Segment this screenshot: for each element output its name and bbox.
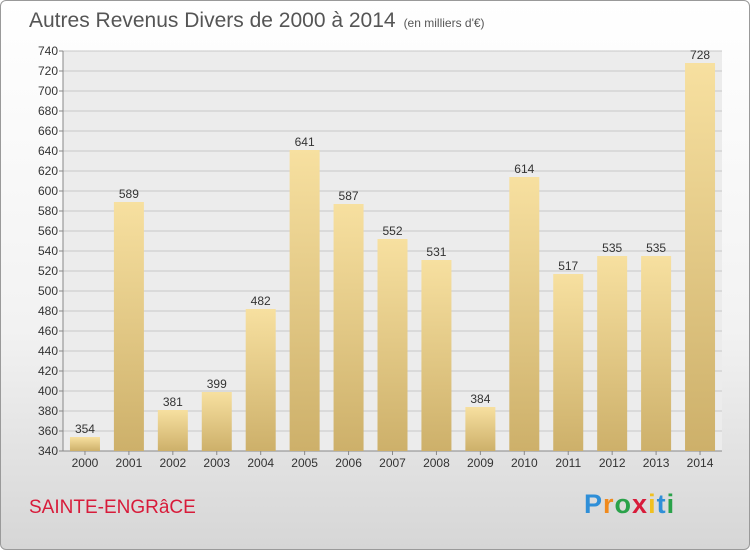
y-tick-label: 460 <box>38 324 58 338</box>
bar <box>113 202 144 451</box>
bar <box>289 150 320 451</box>
x-tick-label: 2006 <box>335 456 362 470</box>
bar <box>421 260 452 451</box>
y-tick-label: 660 <box>38 124 58 138</box>
data-label: 641 <box>295 135 315 149</box>
y-tick-label: 720 <box>38 64 58 78</box>
data-label: 399 <box>207 377 227 391</box>
bar <box>641 256 672 451</box>
data-label: 482 <box>251 294 271 308</box>
y-tick-label: 500 <box>38 284 58 298</box>
x-tick-label: 2008 <box>423 456 450 470</box>
bar <box>201 392 232 451</box>
x-tick-label: 2007 <box>379 456 406 470</box>
commune-name: SAINTE-ENGRâCE <box>29 497 196 518</box>
data-label: 535 <box>602 241 622 255</box>
x-tick-label: 2000 <box>72 456 99 470</box>
bar <box>597 256 628 451</box>
y-tick-label: 360 <box>38 424 58 438</box>
x-tick-label: 2003 <box>203 456 230 470</box>
x-tick-label: 2010 <box>511 456 538 470</box>
x-tick-label: 2004 <box>247 456 274 470</box>
x-tick-label: 2011 <box>555 456 581 470</box>
y-tick-label: 420 <box>38 364 58 378</box>
bar <box>333 204 364 451</box>
y-tick-label: 580 <box>38 204 58 218</box>
data-label: 552 <box>382 224 402 238</box>
data-label: 531 <box>426 245 446 259</box>
data-label: 354 <box>75 422 95 436</box>
data-label: 381 <box>163 395 183 409</box>
chart-unit: (en milliers d'€) <box>403 16 485 30</box>
x-tick-label: 2005 <box>291 456 318 470</box>
data-label: 517 <box>558 259 578 273</box>
y-tick-label: 640 <box>38 144 58 158</box>
chart-title: Autres Revenus Divers de 2000 à 2014 (en … <box>29 9 485 33</box>
data-label: 728 <box>690 48 710 62</box>
bar <box>465 407 496 451</box>
y-tick-label: 740 <box>38 44 58 58</box>
x-tick-label: 2014 <box>687 456 714 470</box>
data-label: 589 <box>119 187 139 201</box>
y-tick-label: 380 <box>38 404 58 418</box>
x-tick-label: 2012 <box>599 456 626 470</box>
bar <box>157 410 188 451</box>
y-tick-label: 620 <box>38 164 58 178</box>
y-tick-label: 340 <box>38 444 58 458</box>
x-tick-label: 2001 <box>116 456 143 470</box>
bar <box>553 274 584 451</box>
y-tick-label: 400 <box>38 384 58 398</box>
y-tick-label: 680 <box>38 104 58 118</box>
bar <box>69 437 100 451</box>
y-tick-label: 700 <box>38 84 58 98</box>
y-tick-label: 540 <box>38 244 58 258</box>
y-tick-label: 440 <box>38 344 58 358</box>
y-tick-label: 480 <box>38 304 58 318</box>
bar <box>685 63 716 451</box>
y-tick-label: 520 <box>38 264 58 278</box>
x-tick-label: 2013 <box>643 456 670 470</box>
bar <box>377 239 408 451</box>
data-label: 535 <box>646 241 666 255</box>
x-tick-label: 2009 <box>467 456 494 470</box>
y-tick-label: 600 <box>38 184 58 198</box>
x-tick-label: 2002 <box>159 456 186 470</box>
y-tick-label: 560 <box>38 224 58 238</box>
bar <box>509 177 540 451</box>
chart-title-text: Autres Revenus Divers de 2000 à 2014 <box>29 9 396 32</box>
data-label: 587 <box>339 189 359 203</box>
data-label: 384 <box>470 392 490 406</box>
data-label: 614 <box>514 162 534 176</box>
proxiti-logo: Proxiti <box>584 489 676 519</box>
bar <box>245 309 276 451</box>
